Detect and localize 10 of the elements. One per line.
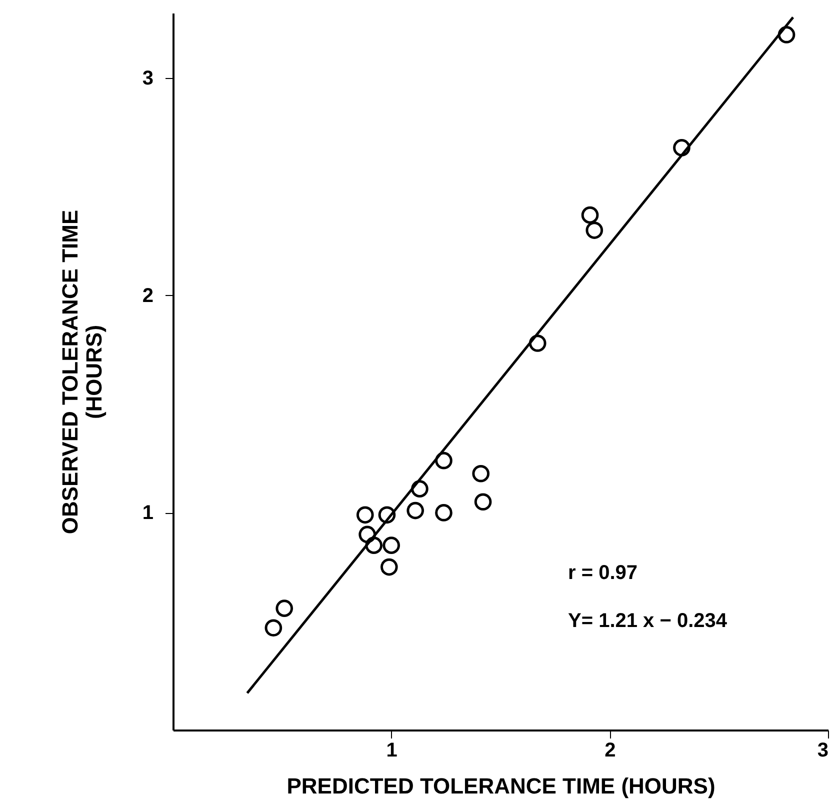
x-tick-label: 3 xyxy=(817,740,828,762)
annotation: r = 0.97 xyxy=(568,562,638,584)
x-tick-label: 1 xyxy=(386,740,398,762)
x-axis-title: PREDICTED TOLERANCE TIME (HOURS) xyxy=(286,774,716,798)
y-axis-title: OBSERVED TOLERANCE TIME (HOURS) xyxy=(57,210,106,534)
y-tick-label: 1 xyxy=(142,502,154,524)
x-tick-label: 2 xyxy=(604,740,616,762)
y-tick-label: 2 xyxy=(142,284,154,307)
annotation: Y= 1.21 x − 0.234 xyxy=(568,610,728,632)
y-tick-label: 3 xyxy=(142,68,154,90)
